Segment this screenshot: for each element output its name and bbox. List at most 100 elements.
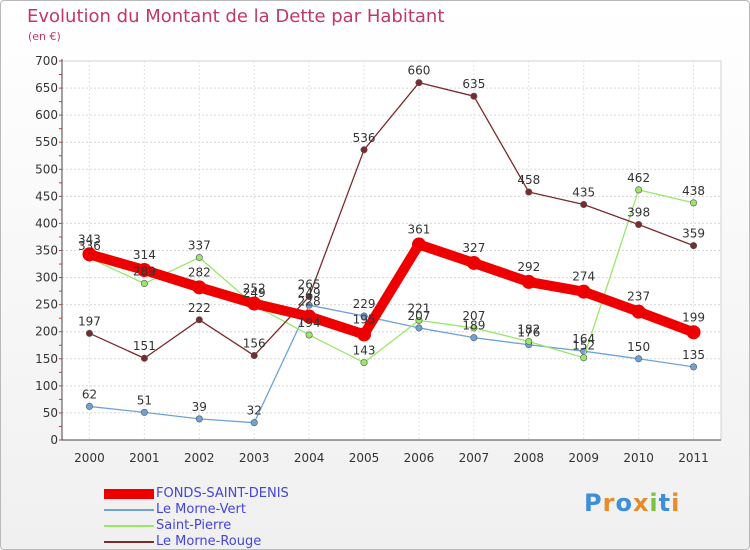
legend-swatch (104, 541, 154, 543)
data-label: 151 (133, 339, 156, 353)
data-point (140, 354, 148, 362)
series-line-le-morne-vert (88, 304, 695, 424)
y-tick-label: 400 (35, 216, 58, 230)
logo-letter: t (658, 489, 672, 517)
logo-letter: x (632, 489, 650, 517)
data-point (250, 419, 258, 427)
data-label: 635 (462, 77, 485, 91)
data-point (247, 296, 262, 311)
data-label: 228 (298, 295, 321, 309)
data-label: 51 (137, 393, 152, 407)
data-label: 156 (243, 337, 266, 351)
x-tick-label: 2011 (678, 451, 709, 465)
data-point (195, 316, 203, 324)
data-point (635, 355, 643, 363)
data-point (525, 188, 533, 196)
data-label: 195 (353, 312, 376, 326)
data-point (360, 146, 368, 154)
legend-label: FONDS-SAINT-DENIS (156, 486, 289, 501)
data-point (521, 274, 536, 289)
x-tick-label: 2003 (239, 451, 270, 465)
data-label: 282 (188, 265, 211, 279)
data-label: 32 (247, 404, 262, 418)
data-label: 176 (517, 326, 540, 340)
proxiti-logo: Proxiti (584, 489, 680, 517)
data-label: 197 (78, 314, 101, 328)
data-point (415, 316, 423, 324)
data-label: 182 (517, 322, 540, 336)
data-point (360, 359, 368, 367)
y-tick-label: 150 (35, 352, 58, 366)
y-tick-label: 200 (35, 325, 58, 339)
x-tick-label: 2001 (129, 451, 160, 465)
y-tick-label: 350 (35, 244, 58, 258)
data-point (305, 293, 313, 301)
data-point (631, 304, 646, 319)
data-point (576, 284, 591, 299)
x-tick-label: 2009 (568, 451, 599, 465)
y-tick-label: 650 (35, 81, 58, 95)
data-point (635, 186, 643, 194)
data-point (137, 262, 152, 277)
y-tick-label: 600 (35, 108, 58, 122)
data-label: 398 (627, 206, 650, 220)
data-point (690, 242, 698, 250)
data-point (466, 255, 481, 270)
legend-swatch (104, 509, 154, 511)
chart-subtitle: (en €) (28, 30, 61, 43)
data-point (302, 309, 317, 324)
data-label: 337 (188, 239, 211, 253)
data-point (82, 247, 97, 262)
data-point (305, 331, 313, 339)
data-point (415, 324, 423, 332)
x-tick-label: 2008 (514, 451, 545, 465)
data-label: 135 (682, 348, 705, 362)
x-tick-label: 2000 (74, 451, 105, 465)
data-label: 361 (408, 223, 431, 237)
data-point (525, 337, 533, 345)
data-point (635, 221, 643, 229)
data-point (140, 280, 148, 288)
series-line-le-morne-rouge (88, 82, 695, 359)
data-point (690, 363, 698, 371)
x-tick-label: 2007 (459, 451, 490, 465)
data-point (195, 254, 203, 262)
logo-letter: i (671, 489, 681, 517)
x-tick-label: 2005 (349, 451, 380, 465)
data-point (415, 79, 423, 87)
data-label: 189 (462, 319, 485, 333)
data-point (85, 402, 93, 410)
y-tick-label: 550 (35, 135, 58, 149)
legend-label: Saint-Pierre (156, 518, 232, 533)
data-point (357, 327, 372, 342)
data-point (470, 324, 478, 332)
data-label: 536 (353, 131, 376, 145)
logo-letter: P (584, 489, 603, 517)
data-label: 143 (353, 344, 376, 358)
data-label: 292 (517, 260, 540, 274)
logo-letter: i (649, 489, 659, 517)
data-point (686, 325, 701, 340)
legend-label: Le Morne-Vert (156, 502, 246, 517)
data-label: 237 (627, 290, 650, 304)
data-label: 150 (627, 340, 650, 354)
data-point (470, 92, 478, 100)
data-label: 199 (682, 310, 705, 324)
data-point (195, 415, 203, 423)
data-label: 39 (192, 400, 207, 414)
data-label: 265 (298, 278, 321, 292)
data-point (360, 312, 368, 320)
logo-letter: o (615, 489, 633, 517)
x-tick-label: 2010 (623, 451, 654, 465)
y-tick-label: 450 (35, 189, 58, 203)
data-label: 221 (408, 301, 431, 315)
data-label: 343 (78, 232, 101, 246)
data-point (580, 200, 588, 208)
data-label: 314 (133, 248, 156, 262)
data-label: 462 (627, 171, 650, 185)
data-label: 289 (133, 265, 156, 279)
legend-swatch (104, 489, 154, 499)
data-label: 194 (298, 316, 321, 330)
chart-title: Evolution du Montant de la Dette par Hab… (27, 6, 445, 27)
y-tick-label: 500 (35, 162, 58, 176)
